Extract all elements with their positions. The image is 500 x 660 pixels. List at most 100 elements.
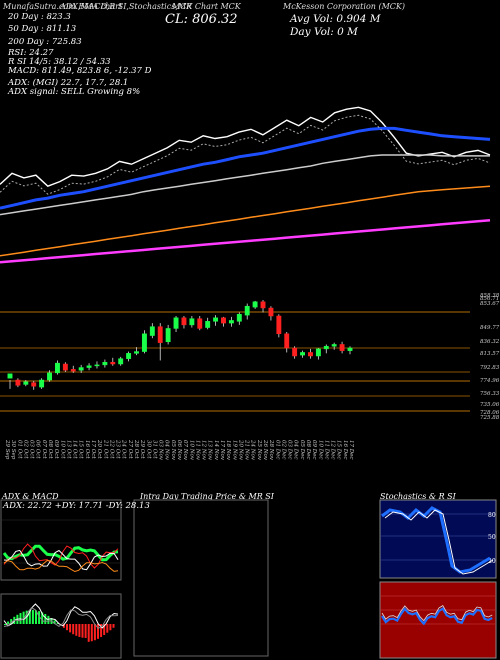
macd-bar bbox=[41, 612, 44, 624]
candle-body bbox=[236, 313, 242, 322]
candle-body bbox=[276, 315, 282, 335]
candle-body bbox=[157, 326, 163, 343]
macd-bar bbox=[38, 611, 41, 624]
date-tick-label: 12 Nov bbox=[201, 440, 207, 461]
macd-bar bbox=[109, 624, 112, 631]
date-tick-label: 12 Dec bbox=[330, 440, 336, 460]
price-tick-label: 813.57 bbox=[480, 351, 500, 357]
macd-bar bbox=[66, 624, 68, 631]
macd-bar bbox=[44, 613, 47, 624]
date-tick-label: 16 Dec bbox=[342, 440, 348, 460]
macd-bar bbox=[90, 624, 93, 642]
date-tick-label: 24 Oct bbox=[121, 439, 127, 459]
date-tick-label: 07 Oct bbox=[41, 440, 47, 459]
rsi-signal-line bbox=[381, 605, 493, 622]
date-tick-label: 16 Oct bbox=[84, 440, 90, 459]
candle-body bbox=[284, 333, 290, 349]
date-tick-label: 17 Dec bbox=[348, 440, 354, 460]
candle-body bbox=[173, 317, 179, 329]
candle-body bbox=[102, 361, 108, 366]
candle-body bbox=[47, 372, 52, 381]
stat-adx: ADX: (MGI) 22.7, 17.7, 28.1 bbox=[8, 78, 129, 88]
adx-panel-title: ADX & MACD bbox=[2, 492, 59, 501]
stat-macd: MACD: 811.49, 823.8 6, -12.37 D bbox=[8, 66, 152, 76]
price-tick-label: 858.38 bbox=[480, 293, 500, 299]
date-tick-label: 15 Dec bbox=[336, 440, 342, 460]
candle-body bbox=[15, 379, 21, 386]
date-tick-label: 29 Oct bbox=[139, 439, 145, 459]
macd-bar bbox=[47, 615, 50, 624]
candle-body bbox=[149, 326, 155, 336]
date-tick-label: 10 Oct bbox=[59, 440, 65, 459]
price-tick-label: 725.88 bbox=[480, 415, 500, 421]
macd-bar bbox=[84, 624, 87, 638]
date-tick-label: 09 Dec bbox=[311, 440, 317, 460]
macd-bar bbox=[69, 624, 72, 633]
candle-body bbox=[339, 344, 345, 351]
macd-panel bbox=[0, 593, 122, 659]
macd-bar bbox=[103, 624, 106, 635]
candle-body bbox=[7, 373, 13, 379]
date-tick-label: 11 Nov bbox=[194, 440, 200, 461]
stoch-tick-label: 50 bbox=[488, 534, 496, 541]
intraday-panel-title: Intra Day Trading Price & MR SI bbox=[140, 492, 274, 501]
macd-bar bbox=[19, 613, 22, 624]
stat-dma200: 200 Day : 725.83 bbox=[8, 37, 82, 47]
header-symbol: MCK Chart MCK bbox=[172, 2, 241, 11]
macd-bar bbox=[97, 624, 99, 639]
macd-bar bbox=[72, 624, 75, 635]
ema-line-long bbox=[0, 218, 491, 264]
macd-bar bbox=[7, 621, 10, 624]
date-tick-label: 04 Dec bbox=[293, 440, 299, 460]
header-company: McKesson Corporation (MCK) bbox=[283, 2, 405, 11]
date-tick-label: 11 Dec bbox=[323, 440, 329, 460]
candle-body bbox=[78, 367, 84, 371]
candle-body bbox=[331, 344, 337, 347]
candle-body bbox=[165, 328, 171, 343]
date-tick-label: 23 Oct bbox=[115, 439, 121, 459]
candle-body bbox=[347, 347, 353, 351]
macd-bar bbox=[62, 624, 65, 628]
ema-line-ema50 bbox=[0, 154, 490, 216]
candle-body bbox=[260, 301, 266, 309]
price-tick-label: 728.06 bbox=[480, 410, 500, 416]
rsi-line bbox=[381, 607, 493, 626]
stoch-tick-label: 80 bbox=[488, 512, 496, 519]
day-volume: Day Vol: 0 M bbox=[290, 26, 358, 38]
date-tick-label: 17 Nov bbox=[219, 440, 225, 461]
macd-bar bbox=[4, 624, 6, 625]
price-tick-label: 853.67 bbox=[480, 301, 500, 307]
candle-body bbox=[110, 361, 116, 365]
candle-body bbox=[252, 301, 258, 308]
date-tick-label: 10 Nov bbox=[188, 440, 194, 461]
candle-body bbox=[308, 352, 313, 357]
date-tick-label: 01 Dec bbox=[274, 440, 280, 460]
macd-bar bbox=[93, 624, 96, 641]
macd-bar bbox=[106, 624, 109, 633]
stoch-d-line bbox=[384, 509, 494, 575]
candle-body bbox=[244, 305, 250, 316]
candle-body bbox=[323, 345, 329, 350]
date-tick-label: 21 Oct bbox=[102, 439, 108, 459]
macd-bar bbox=[31, 610, 34, 624]
macd-bar bbox=[75, 624, 78, 636]
macd-signal-line bbox=[3, 607, 119, 630]
date-tick-label: 03 Oct bbox=[29, 440, 35, 459]
price-tick-label: 849.77 bbox=[480, 325, 500, 331]
macd-bar bbox=[100, 624, 103, 638]
date-tick-label: 30 Sep bbox=[10, 440, 16, 460]
date-tick-label: 17 Oct bbox=[90, 440, 96, 459]
date-tick-label: 06 Nov bbox=[176, 440, 182, 461]
candle-body bbox=[39, 379, 45, 388]
date-tick-label: 10 Dec bbox=[317, 440, 323, 460]
candle-body bbox=[228, 320, 234, 324]
ema-line-ema20 bbox=[0, 126, 491, 210]
candle-body bbox=[197, 318, 203, 329]
stat-rsi-val: RSI: 24.27 bbox=[8, 48, 54, 58]
ema-line-dotted bbox=[0, 114, 491, 195]
date-tick-label: 19 Nov bbox=[231, 440, 237, 461]
candle-body bbox=[118, 358, 124, 365]
date-tick-label: 24 Nov bbox=[250, 439, 256, 461]
candle-body bbox=[134, 351, 139, 354]
